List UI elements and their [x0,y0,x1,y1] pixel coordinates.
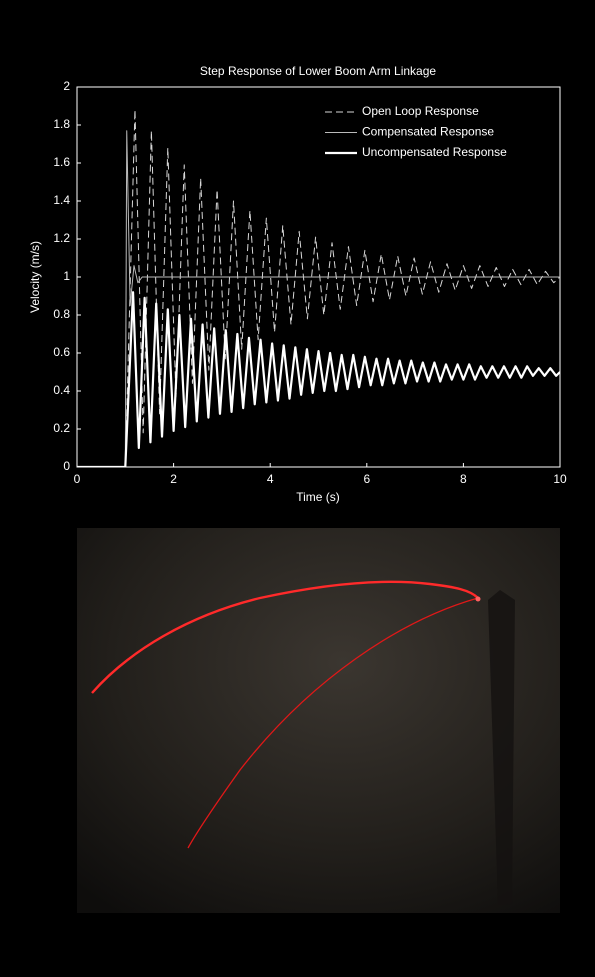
legend-label: Compensated Response [362,125,494,139]
photo-background [77,528,560,913]
x-axis-label: Time (s) [296,490,340,504]
y-tick-label: 1 [63,269,70,283]
y-axis-label: Velocity (m/s) [28,241,42,313]
photo-post [488,590,515,905]
y-tick-label: 1.6 [53,155,70,169]
chart-title: Step Response of Lower Boom Arm Linkage [200,64,436,78]
photo [77,528,560,913]
series-line [77,109,560,467]
y-tick-label: 0.6 [53,345,70,359]
laser-point [475,596,481,602]
x-tick-label: 2 [170,472,177,486]
legend-label: Uncompensated Response [362,145,507,159]
y-tick-label: 2 [63,79,70,93]
x-tick-label: 4 [267,472,274,486]
y-tick-label: 0.2 [53,421,70,435]
x-tick-label: 10 [553,472,567,486]
x-tick-label: 0 [74,472,81,486]
series-line [77,130,560,467]
plot-area: 0 0.2 0.4 0.6 0.8 1 1.2 1.4 1.6 1.8 2 0 2 4 6 8 10 Open L… [53,79,567,486]
y-tick-label: 0.4 [53,383,70,397]
series-group [77,109,560,467]
y-tick-label: 1.4 [53,193,70,207]
y-tick-label: 0 [63,459,70,473]
x-tick-label: 6 [363,472,370,486]
legend-label: Open Loop Response [362,104,479,118]
y-tick-label: 1.8 [53,117,70,131]
y-tick-label: 1.2 [53,231,70,245]
x-tick-label: 8 [460,472,467,486]
series-line [77,291,560,467]
y-tick-label: 0.8 [53,307,70,321]
laser-trace-lower [187,597,479,849]
laser-trace-upper [91,580,479,694]
